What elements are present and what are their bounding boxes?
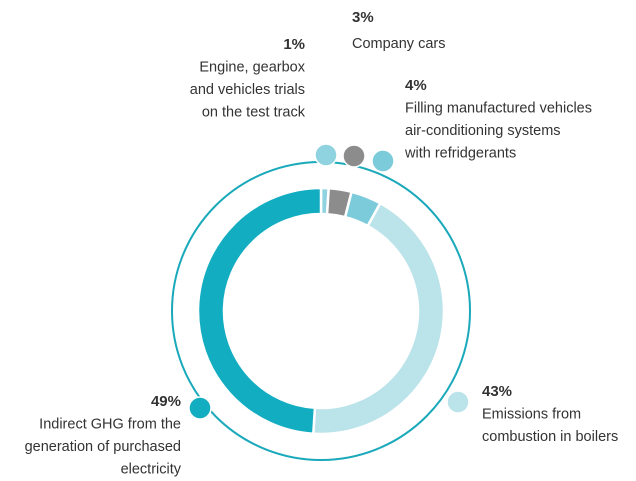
category-label: on the test track (202, 104, 306, 120)
donut-segment (196, 186, 323, 436)
callout-dot (314, 143, 338, 167)
category-label: combustion in boilers (482, 429, 618, 445)
category-label: Indirect GHG from the (39, 416, 181, 432)
category-label: with refridgerants (404, 145, 516, 161)
category-label: Emissions from (482, 406, 581, 422)
donut-segment (311, 201, 446, 436)
value-label: 1% (283, 36, 305, 53)
value-label: 4% (405, 77, 427, 94)
callout-dot (342, 144, 366, 168)
category-label: Engine, gearbox (199, 59, 305, 75)
value-label: 43% (482, 383, 512, 400)
category-label: Company cars (352, 36, 445, 52)
callout-dot (446, 390, 470, 414)
callout-dot (371, 149, 395, 173)
category-label: electricity (121, 461, 182, 477)
callout-dot (188, 396, 212, 420)
category-label: Filling manufactured vehicles (405, 100, 592, 116)
category-label: air-conditioning systems (405, 123, 561, 139)
category-label: and vehicles trials (190, 82, 305, 98)
category-label: generation of purchased (25, 439, 181, 455)
value-label: 49% (151, 393, 181, 410)
value-label: 3% (352, 9, 374, 26)
